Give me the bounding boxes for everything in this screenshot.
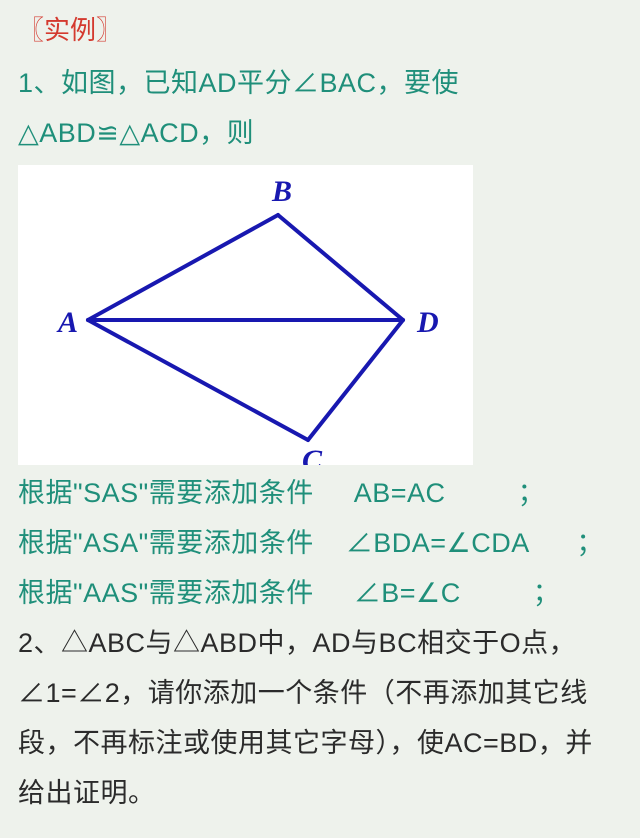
asa-gap: [322, 528, 338, 558]
asa-val: ∠BDA=∠CDA: [346, 528, 529, 558]
q2-line4: 给出证明。: [18, 769, 622, 819]
aas-pre: 根据"AAS"需要添加条件: [18, 578, 314, 608]
aas-gap2: [469, 578, 525, 608]
q1-line1: 1、如图，已知AD平分∠BAC，要使: [18, 59, 622, 109]
q1-line2: △ABD≌△ACD，则: [18, 109, 622, 159]
q2-line2: ∠1=∠2，请你添加一个条件（不再添加其它线: [18, 669, 622, 719]
answer-asa: 根据"ASA"需要添加条件 ∠BDA=∠CDA ；: [18, 519, 622, 569]
svg-text:C: C: [302, 444, 323, 465]
geometry-figure: A B C D: [18, 165, 473, 465]
asa-pre: 根据"ASA"需要添加条件: [18, 528, 314, 558]
triangle-diagram: A B C D: [18, 165, 473, 465]
sas-tail: ；: [518, 478, 546, 508]
sas-pre: 根据"SAS"需要添加条件: [18, 478, 314, 508]
asa-tail: ；: [576, 528, 604, 558]
aas-tail: ；: [533, 578, 561, 608]
sas-gap2: [454, 478, 510, 508]
svg-text:A: A: [56, 306, 78, 339]
svg-text:D: D: [416, 306, 439, 339]
example-header: 〖实例〗: [18, 10, 622, 47]
sas-val: AB=AC: [354, 478, 446, 508]
aas-gap: [322, 578, 346, 608]
aas-val: ∠B=∠C: [354, 578, 461, 608]
asa-gap2: [536, 528, 568, 558]
answer-sas: 根据"SAS"需要添加条件 AB=AC ；: [18, 469, 622, 519]
answer-aas: 根据"AAS"需要添加条件 ∠B=∠C ；: [18, 569, 622, 619]
q2-line3: 段，不再标注或使用其它字母），使AC=BD，并: [18, 719, 622, 769]
svg-text:B: B: [271, 175, 292, 208]
sas-gap: [322, 478, 346, 508]
q2-line1: 2、△ABC与△ABD中，AD与BC相交于O点，: [18, 619, 622, 669]
